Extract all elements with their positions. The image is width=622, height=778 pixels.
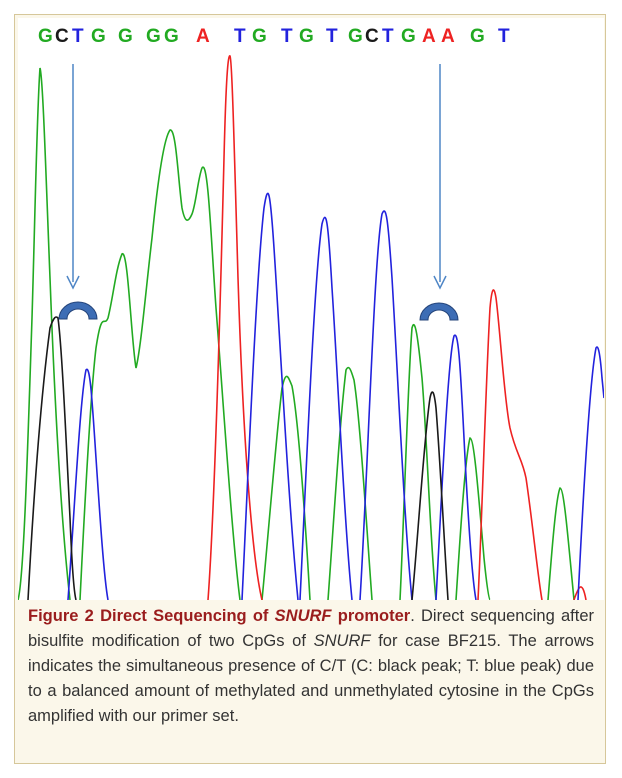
trace-green <box>18 67 575 600</box>
base-call-t: T <box>326 26 338 47</box>
base-call-g: G <box>470 26 485 47</box>
base-call-t: T <box>498 26 510 47</box>
figure-title-suffix: promoter <box>331 607 411 625</box>
base-call-t: T <box>72 26 84 47</box>
trace-blue <box>67 192 604 600</box>
base-call-g: G <box>146 26 161 47</box>
base-call-g: G <box>348 26 363 47</box>
base-call-g: G <box>91 26 106 47</box>
caption-text-1: . Direct sequencing after bisulfite modi… <box>28 607 594 650</box>
arrow-2-head <box>433 275 447 290</box>
base-call-g: G <box>252 26 267 47</box>
base-call-t: T <box>234 26 246 47</box>
figure-label: Figure 2 <box>28 607 94 625</box>
figure-title-gene: SNURF <box>274 607 332 625</box>
arrow-1-head <box>66 275 80 290</box>
base-call-g: G <box>38 26 53 47</box>
base-call-t: T <box>382 26 394 47</box>
figure-caption: Figure 2 Direct Sequencing of SNURF prom… <box>28 604 594 729</box>
base-call-a: A <box>441 26 455 47</box>
figure-title: Direct Sequencing of SNURF promoter <box>100 607 410 625</box>
base-call-c: C <box>365 26 379 47</box>
base-call-g: G <box>299 26 314 47</box>
base-call-t: T <box>281 26 293 47</box>
trace-red <box>207 55 587 600</box>
cpg-markers <box>58 64 459 321</box>
caption-gene: SNURF <box>313 632 371 650</box>
caption-text-2: for case BF215. The arrows indicates the… <box>28 632 594 725</box>
cap-marker-2 <box>419 302 459 321</box>
base-call-g: G <box>118 26 133 47</box>
base-call-c: C <box>55 26 69 47</box>
base-call-a: A <box>196 26 210 47</box>
base-call-g: G <box>164 26 179 47</box>
figure-title-prefix: Direct Sequencing of <box>100 607 275 625</box>
cap-marker-1 <box>58 301 98 320</box>
trace-lines <box>18 55 604 600</box>
trace-black <box>27 316 449 600</box>
base-call-a: A <box>422 26 436 47</box>
base-call-g: G <box>401 26 416 47</box>
